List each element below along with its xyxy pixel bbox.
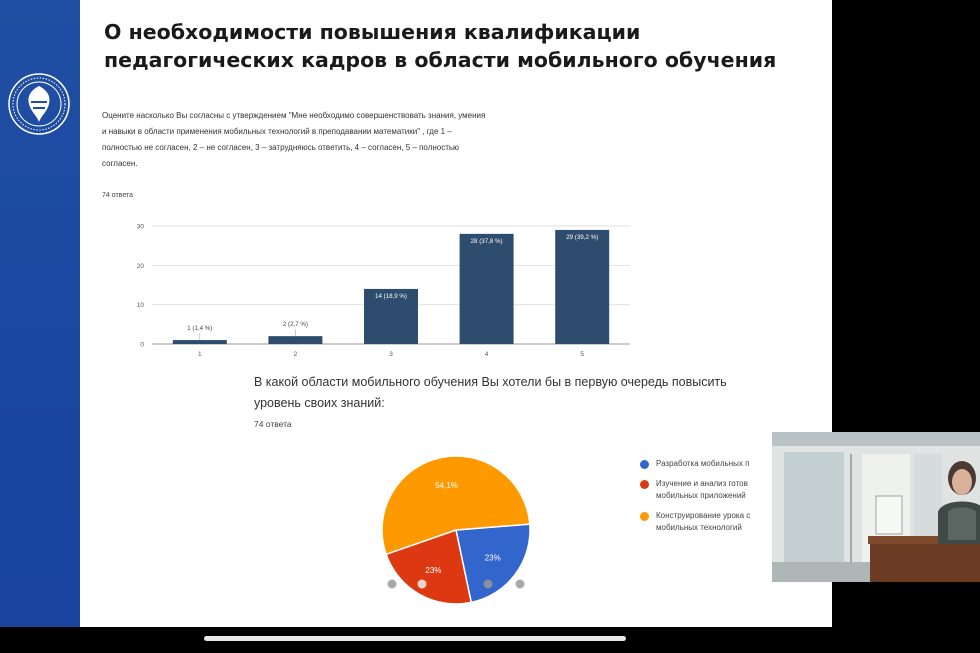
bar	[172, 340, 227, 344]
carousel-dot-icon[interactable]	[417, 579, 427, 589]
x-tick-label: 2	[294, 351, 298, 358]
legend-color-icon	[640, 460, 649, 469]
bar-data-label: 28 (37,8 %)	[471, 238, 503, 245]
pie-slice	[381, 455, 531, 556]
survey2-question: В какой области мобильного обучения Вы х…	[254, 375, 727, 410]
agreement-bar-chart: 0 10 20 30 1 (1,4 %) 1 2 (2,7 %) 2 14 (18,9 %) 3 2…	[137, 224, 630, 358]
legend-color-icon	[640, 512, 649, 521]
pie-slice	[385, 529, 473, 605]
bar-data-label: 14 (18,9 %)	[375, 293, 407, 300]
bar-data-label: 29 (39,2 %)	[566, 234, 598, 241]
pie-legend: Разработка мобильных п Изучение и анализ …	[640, 458, 780, 542]
legend-label: Разработка мобильных п	[656, 459, 750, 468]
bar	[268, 336, 323, 344]
slide-title: О необходимости повышения квалификации п…	[104, 20, 777, 72]
bar-data-label: 1 (1,4 %)	[187, 325, 212, 332]
bar	[364, 288, 418, 344]
x-tick-label: 3	[389, 351, 393, 358]
pie-data-label: 23%	[485, 553, 501, 562]
y-tick-label: 20	[137, 263, 145, 270]
legend-item: Изучение и анализ готов мобильных прилож…	[640, 478, 780, 502]
carousel-dot-icon[interactable]	[387, 579, 397, 589]
university-sidebar	[0, 0, 80, 627]
bar-data-label: 2 (2,7 %)	[283, 321, 308, 328]
home-indicator[interactable]	[204, 636, 626, 641]
pie-data-label: 23%	[425, 566, 441, 575]
x-tick-label: 5	[580, 351, 584, 358]
carousel-dot-icon[interactable]	[515, 579, 525, 589]
presentation-slide: О необходимости повышения квалификации п…	[80, 0, 832, 627]
legend-color-icon	[640, 480, 649, 489]
survey1-question: Оцените насколько Вы согласны с утвержде…	[102, 111, 486, 168]
legend-label: Изучение и анализ готов мобильных прилож…	[656, 479, 748, 500]
presenter-webcam	[772, 432, 980, 582]
mobile-learning-pie-chart: 23% 23% 54,1%	[381, 455, 531, 605]
bar	[459, 233, 514, 344]
survey2-response-count: 74 ответа	[254, 419, 292, 429]
legend-item: Разработка мобильных п	[640, 458, 780, 470]
pie-slice	[455, 523, 531, 604]
presenter-video-icon	[772, 432, 980, 582]
y-tick-label: 30	[137, 224, 145, 231]
y-tick-label: 10	[137, 302, 145, 309]
x-tick-label: 4	[485, 351, 489, 358]
carousel-dot-icon[interactable]	[483, 579, 493, 589]
university-logo-icon	[8, 73, 70, 135]
legend-item: Конструирование урока с мобильных технол…	[640, 510, 780, 534]
pie-data-label: 54,1%	[435, 481, 458, 490]
legend-label: Конструирование урока с мобильных технол…	[656, 511, 751, 532]
survey1-response-count: 74 ответа	[102, 192, 133, 199]
bar	[555, 229, 610, 344]
x-tick-label: 1	[198, 351, 202, 358]
y-tick-label: 0	[140, 342, 144, 349]
